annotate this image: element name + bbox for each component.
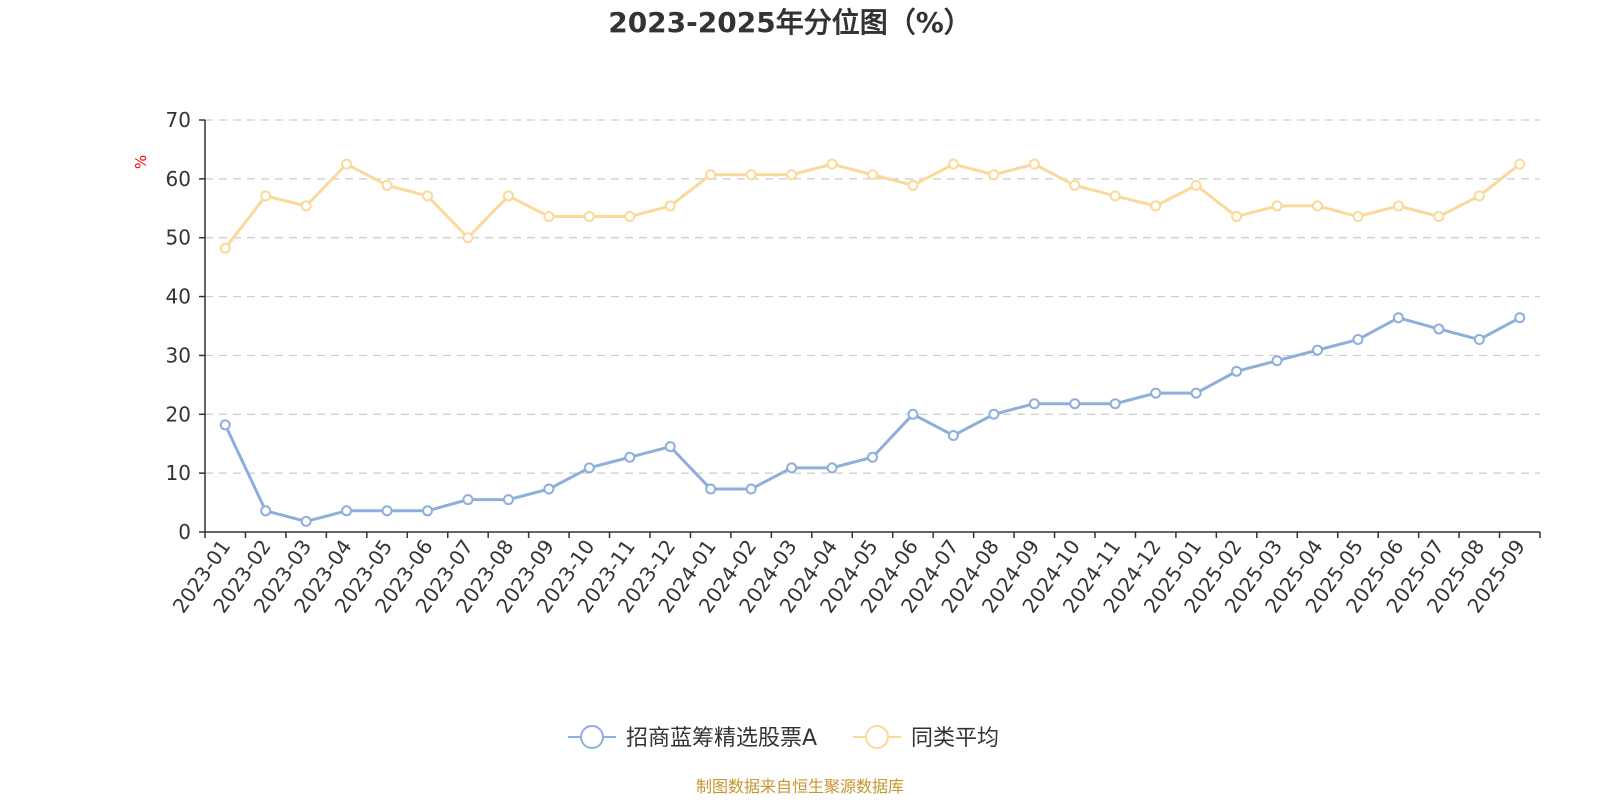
data-point[interactable] — [381, 505, 393, 517]
data-point[interactable] — [219, 419, 231, 431]
data-point[interactable] — [1514, 312, 1526, 324]
data-point[interactable] — [1190, 179, 1202, 191]
data-point[interactable] — [1150, 387, 1162, 399]
data-point[interactable] — [1028, 158, 1040, 170]
data-point[interactable] — [786, 462, 798, 474]
legend-marker-icon — [580, 725, 604, 749]
y-tick-label: 0 — [178, 520, 191, 544]
data-point[interactable] — [502, 494, 514, 506]
data-point[interactable] — [1473, 334, 1485, 346]
data-point[interactable] — [422, 190, 433, 202]
data-point[interactable] — [1109, 398, 1121, 410]
y-tick-label: 20 — [166, 402, 191, 426]
data-point[interactable] — [1352, 211, 1364, 223]
data-point[interactable] — [1433, 211, 1445, 223]
data-point[interactable] — [381, 179, 393, 191]
data-point[interactable] — [907, 408, 919, 420]
data-point[interactable] — [867, 169, 878, 181]
data-point[interactable] — [1069, 179, 1081, 191]
data-point[interactable] — [1069, 398, 1081, 410]
axes: 0102030405060702023-012023-022023-032023… — [166, 108, 1541, 617]
data-point[interactable] — [786, 169, 798, 181]
data-point[interactable] — [1312, 344, 1323, 356]
data-point[interactable] — [543, 483, 555, 495]
data-point[interactable] — [1028, 398, 1040, 410]
data-point[interactable] — [988, 169, 1000, 181]
legend-label: 同类平均 — [911, 726, 999, 751]
y-tick-label: 60 — [166, 167, 191, 191]
data-point[interactable] — [219, 242, 231, 254]
series-layer — [219, 158, 1526, 527]
data-point[interactable] — [745, 483, 757, 495]
data-point[interactable] — [867, 451, 878, 463]
data-point[interactable] — [745, 169, 757, 181]
data-point[interactable] — [462, 232, 474, 244]
data-point[interactable] — [341, 158, 353, 170]
data-point[interactable] — [1109, 190, 1121, 202]
data-point[interactable] — [1190, 387, 1202, 399]
data-point[interactable] — [1473, 190, 1485, 202]
data-point[interactable] — [1150, 200, 1162, 212]
data-point[interactable] — [1392, 312, 1404, 324]
data-point[interactable] — [664, 441, 676, 453]
legend-marker-icon — [865, 725, 889, 749]
data-point[interactable] — [705, 169, 717, 181]
data-point[interactable] — [1514, 158, 1526, 170]
y-tick-label: 70 — [166, 108, 191, 132]
data-point[interactable] — [502, 190, 514, 202]
data-point[interactable] — [1392, 200, 1404, 212]
data-point[interactable] — [947, 429, 959, 441]
series-line-0 — [223, 316, 1521, 523]
y-tick-label: 40 — [166, 285, 191, 309]
data-point[interactable] — [341, 505, 353, 517]
data-point[interactable] — [583, 462, 595, 474]
legend-label: 招商蓝筹精选股票A — [626, 726, 817, 751]
data-point[interactable] — [988, 408, 1000, 420]
data-point[interactable] — [260, 505, 272, 517]
data-point[interactable] — [1271, 355, 1283, 367]
data-point[interactable] — [826, 158, 838, 170]
data-point[interactable] — [300, 200, 312, 212]
data-point[interactable] — [907, 179, 919, 191]
data-point[interactable] — [1312, 200, 1323, 212]
y-tick-label: 10 — [166, 461, 191, 485]
data-point[interactable] — [300, 515, 312, 527]
data-point[interactable] — [705, 483, 717, 495]
chart-title: 2023-2025年分位图（%） — [608, 6, 972, 39]
data-point[interactable] — [583, 211, 595, 223]
data-point[interactable] — [1231, 365, 1243, 377]
data-point[interactable] — [664, 200, 676, 212]
legend[interactable]: 招商蓝筹精选股票A 同类平均 — [568, 725, 999, 751]
data-point[interactable] — [1231, 211, 1243, 223]
data-point[interactable] — [462, 494, 474, 506]
data-point[interactable] — [624, 211, 636, 223]
legend-item-1[interactable]: 同类平均 — [853, 725, 999, 751]
data-point[interactable] — [543, 211, 555, 223]
data-point[interactable] — [1271, 200, 1283, 212]
data-point[interactable] — [624, 451, 636, 463]
y-tick-label: 50 — [166, 226, 191, 250]
legend-item-0[interactable]: 招商蓝筹精选股票A — [568, 725, 817, 751]
source-note: 制图数据来自恒生聚源数据库 — [696, 777, 904, 796]
y-tick-label: 30 — [166, 343, 191, 367]
data-point[interactable] — [826, 462, 838, 474]
data-point[interactable] — [947, 158, 959, 170]
data-point[interactable] — [260, 190, 272, 202]
data-point[interactable] — [1352, 334, 1364, 346]
data-point[interactable] — [1433, 323, 1445, 335]
y-axis-label: % — [132, 155, 150, 169]
data-point[interactable] — [422, 505, 433, 517]
